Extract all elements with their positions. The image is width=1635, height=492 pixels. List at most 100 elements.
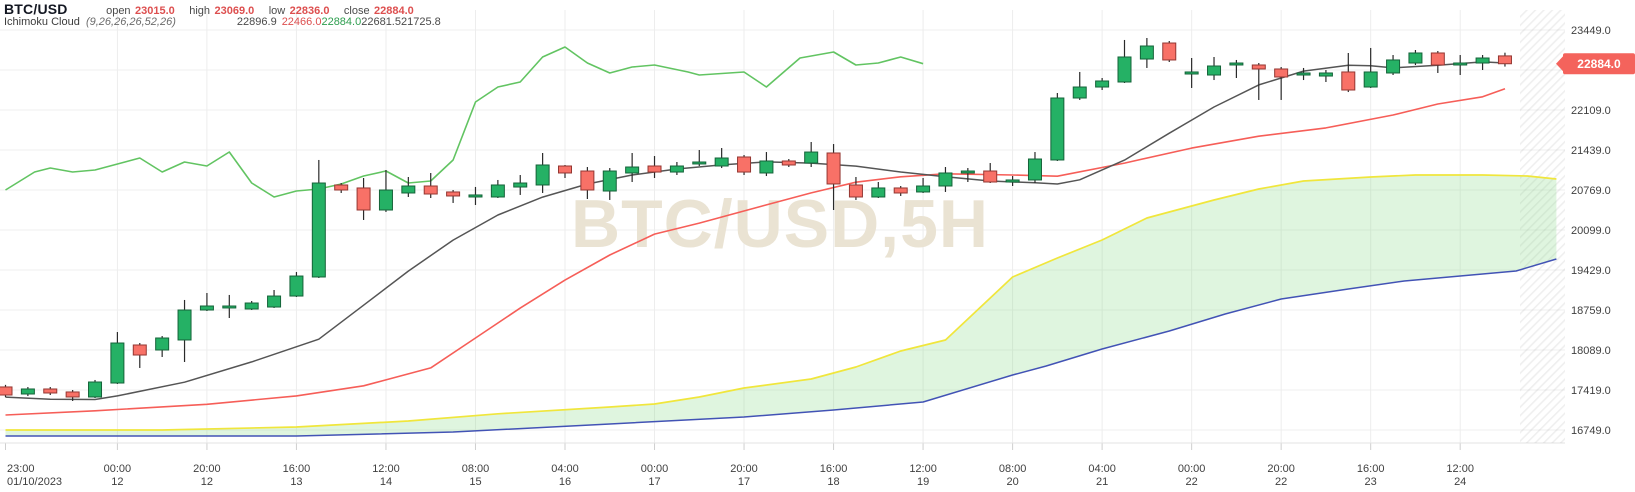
candle-body-up: [88, 381, 103, 398]
x-axis-time-label: 20:00: [730, 463, 758, 475]
x-axis-date-label: 18: [827, 476, 839, 488]
indicator-name[interactable]: Ichimoku Cloud: [4, 16, 80, 28]
senkou-b-line: [5, 258, 1557, 437]
candle[interactable]: [1318, 70, 1333, 82]
candle-body-up: [289, 275, 304, 297]
candle[interactable]: [1162, 40, 1177, 62]
candle[interactable]: [602, 168, 617, 200]
candle[interactable]: [1453, 55, 1468, 76]
current-price-tag[interactable]: 22884.0: [1556, 53, 1635, 75]
candle[interactable]: [871, 182, 886, 198]
close-value: 22884.0: [374, 5, 414, 17]
candle[interactable]: [1274, 67, 1289, 100]
kijun-line: [5, 87, 1506, 416]
candle-body-down: [848, 184, 863, 198]
candle[interactable]: [88, 379, 103, 398]
candle-body-down: [356, 187, 371, 211]
candle[interactable]: [1005, 176, 1020, 186]
candle[interactable]: [1027, 152, 1042, 184]
x-axis-date-label: 12: [201, 476, 213, 488]
candle[interactable]: [714, 148, 729, 169]
candle[interactable]: [1408, 50, 1423, 65]
candle[interactable]: [0, 384, 13, 398]
candle[interactable]: [177, 299, 192, 362]
candle[interactable]: [558, 164, 572, 178]
candle[interactable]: [513, 175, 528, 195]
candle[interactable]: [401, 176, 416, 197]
candle[interactable]: [893, 186, 908, 196]
candle[interactable]: [132, 343, 147, 368]
candle[interactable]: [1229, 59, 1244, 78]
candle[interactable]: [1251, 63, 1266, 100]
candle-body-up: [401, 185, 416, 194]
candle[interactable]: [983, 163, 998, 184]
candle[interactable]: [625, 152, 640, 182]
candle[interactable]: [647, 156, 662, 178]
y-axis-label: 21439.0: [1571, 145, 1611, 157]
candle[interactable]: [669, 162, 684, 176]
x-axis-time-label: 16:00: [820, 463, 848, 475]
candle[interactable]: [580, 167, 595, 200]
candle[interactable]: [1095, 78, 1110, 90]
candle[interactable]: [535, 152, 550, 193]
candle[interactable]: [960, 168, 975, 182]
candle[interactable]: [110, 332, 125, 384]
candle[interactable]: [1184, 58, 1199, 88]
candle[interactable]: [446, 190, 461, 203]
symbol-title[interactable]: BTC/USD: [4, 1, 68, 17]
candle-body-up: [155, 337, 170, 351]
x-axis-time-label: 16:00: [1357, 463, 1385, 475]
candle-body-up: [714, 157, 729, 167]
candle[interactable]: [1072, 71, 1087, 100]
candle[interactable]: [759, 152, 774, 177]
candle[interactable]: [1050, 92, 1065, 161]
candle[interactable]: [1430, 51, 1445, 73]
x-axis-time-label: 08:00: [462, 463, 490, 475]
candle[interactable]: [199, 292, 214, 312]
candle[interactable]: [378, 170, 393, 212]
candle[interactable]: [289, 272, 304, 297]
candle[interactable]: [1363, 47, 1378, 88]
candle[interactable]: [1386, 55, 1401, 76]
candle[interactable]: [490, 179, 505, 198]
candle[interactable]: [423, 172, 438, 198]
x-axis-date-label: 22: [1275, 476, 1287, 488]
candle[interactable]: [311, 159, 326, 278]
x-axis-time-label: 23:00: [7, 463, 35, 475]
low-value: 22836.0: [289, 5, 330, 17]
candle[interactable]: [1207, 56, 1222, 81]
indicator-value: 22681.5: [361, 16, 401, 28]
candle[interactable]: [916, 178, 931, 193]
candle[interactable]: [468, 186, 483, 205]
candle[interactable]: [65, 390, 80, 401]
candle[interactable]: [267, 290, 282, 308]
x-axis-date-label: 22: [1186, 476, 1198, 488]
candle[interactable]: [1341, 52, 1356, 93]
candle-body-up: [222, 305, 237, 309]
candle[interactable]: [43, 387, 58, 396]
candle[interactable]: [155, 336, 170, 357]
chikou-line: [5, 46, 924, 198]
candle[interactable]: [692, 150, 707, 166]
candle[interactable]: [1497, 52, 1512, 67]
candle[interactable]: [826, 144, 841, 210]
candle[interactable]: [1296, 67, 1311, 81]
candle[interactable]: [1117, 39, 1132, 84]
candle[interactable]: [737, 155, 752, 176]
candle[interactable]: [848, 176, 863, 200]
x-axis-date-label: 16: [559, 476, 571, 488]
candle-body-up: [871, 187, 886, 198]
candle-body-up: [1184, 71, 1199, 75]
candle[interactable]: [1475, 55, 1490, 70]
candle[interactable]: [781, 159, 796, 168]
candle[interactable]: [20, 387, 35, 397]
candle[interactable]: [334, 183, 349, 193]
candle[interactable]: [244, 300, 259, 310]
candle[interactable]: [222, 294, 237, 318]
candle[interactable]: [1139, 38, 1154, 68]
candle[interactable]: [356, 178, 371, 220]
candle[interactable]: [804, 142, 819, 168]
candle[interactable]: [938, 167, 953, 192]
x-axis-time-label: 20:00: [193, 463, 221, 475]
